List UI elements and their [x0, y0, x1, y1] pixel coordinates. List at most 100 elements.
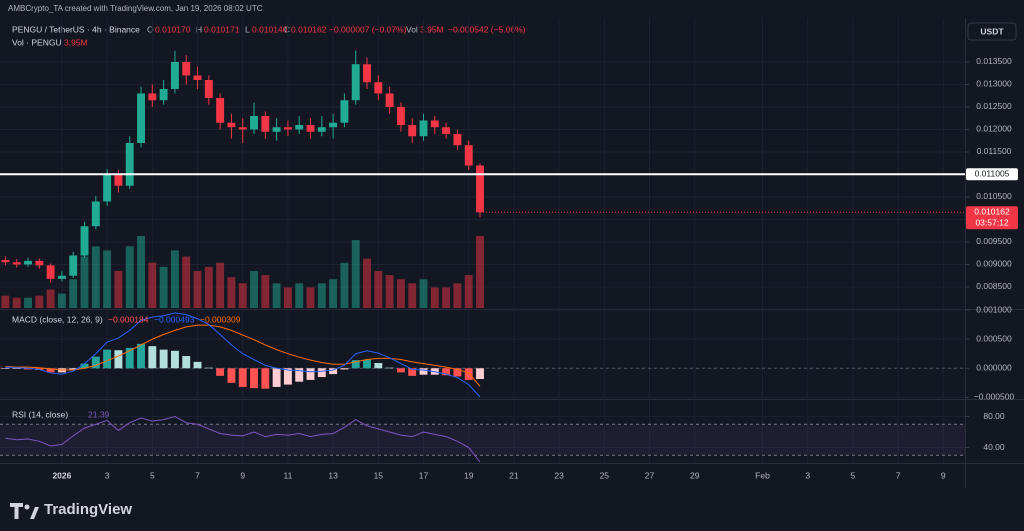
ohlc-value: 0.010140 [252, 24, 288, 34]
ohlc-key: O [147, 24, 154, 34]
histogram-bar [329, 368, 338, 375]
x-tick-label: 9 [941, 470, 946, 480]
y-tick-label: 80.00 [983, 411, 1005, 421]
histogram-bar [12, 368, 21, 369]
y-tick-label: 0.012000 [976, 124, 1012, 134]
histogram-bar [295, 368, 304, 382]
histogram-bar [148, 346, 157, 369]
candle-body [261, 115, 270, 132]
volume-bar [216, 262, 225, 308]
candle-body [442, 127, 451, 134]
volume-bar [125, 246, 134, 308]
volume-value: 3.95M [64, 37, 88, 47]
volume-bar [306, 287, 315, 308]
histogram-bar [340, 368, 349, 370]
rsi-line [5, 415, 481, 463]
y-tick-label: 0.013500 [976, 56, 1012, 66]
candle-body [103, 174, 112, 202]
histogram-bar [283, 368, 292, 385]
x-tick-label: 5 [150, 470, 155, 480]
histogram-bar [1, 368, 10, 369]
x-tick-label: 25 [600, 470, 610, 480]
histogram-bar [351, 360, 360, 369]
last-price-tag [966, 206, 1018, 230]
histogram-bar [408, 368, 417, 376]
logo-mark [30, 507, 39, 519]
candle-body [238, 127, 247, 130]
candle-body [295, 124, 304, 130]
candle-body [329, 122, 338, 128]
candle-body [193, 75, 202, 80]
candle-body [80, 226, 89, 256]
histogram-bar [125, 347, 134, 369]
x-tick-label: 19 [464, 470, 474, 480]
candle-body [408, 124, 417, 137]
volume-title: Vol · PENGU [12, 37, 62, 47]
volume-bar [12, 297, 21, 308]
y-tick-label: 40.00 [983, 442, 1005, 452]
logo-mark [10, 503, 23, 519]
x-tick-label: 9 [240, 470, 245, 480]
candle-body [272, 127, 281, 132]
y-tick-label: 0.008500 [976, 281, 1012, 291]
credit: AMBCrypto_TA created with TradingView.co… [8, 4, 263, 13]
histogram-bar [272, 368, 281, 387]
y-tick-label: 0.001000 [976, 304, 1012, 314]
candle-body [125, 142, 134, 186]
x-tick-label: 2026 [52, 470, 71, 480]
histogram-bar [396, 368, 405, 373]
candle-body [216, 97, 225, 123]
candle-body [204, 79, 213, 98]
histogram-bar [442, 368, 451, 376]
histogram-bar [24, 368, 32, 370]
pane-value: −0.000309 [200, 314, 241, 324]
candle-body [148, 93, 157, 101]
volume-bar [396, 279, 405, 308]
histogram-bar [227, 368, 236, 383]
currency-label[interactable]: USDT [980, 26, 1004, 36]
brand-logo [10, 503, 39, 519]
candle-body [170, 61, 179, 89]
histogram-bar [317, 368, 326, 378]
histogram-bar [170, 350, 179, 369]
histogram-bar [69, 368, 78, 370]
currency-button[interactable] [967, 22, 1017, 41]
ohlc-key: C [284, 24, 290, 34]
candle-body [182, 61, 191, 76]
volume-bar [159, 266, 168, 308]
volume-bar [295, 283, 304, 308]
x-tick-label: 23 [554, 470, 564, 480]
volume-bar [148, 262, 157, 308]
symbol: PENGU / TetherUS · 4h · Binance [12, 24, 140, 34]
candle-body [1, 259, 10, 263]
footer-bar [0, 488, 1024, 531]
candle-body [476, 165, 484, 213]
histogram-bar [464, 368, 473, 380]
histogram-bar [46, 368, 55, 373]
histogram-bar [306, 368, 315, 380]
candle-body [351, 64, 360, 101]
histogram-bar [137, 343, 145, 369]
volume-bar [453, 283, 462, 308]
volume-bar [80, 256, 89, 308]
ohlc-key: L [245, 24, 250, 34]
volume-bar [238, 283, 247, 308]
brand: TradingView [44, 501, 132, 518]
level-label: 0.011005 [975, 169, 1010, 179]
countdown: 03:57:12 [975, 217, 1008, 227]
volume-bar [137, 236, 145, 308]
y-tick-label: 0.009000 [976, 259, 1012, 269]
rsi-band [0, 424, 965, 456]
candle-body [114, 174, 123, 186]
histogram-bar [114, 350, 123, 369]
volume-bar [408, 283, 417, 308]
candle-body [453, 133, 462, 146]
candle-body [340, 100, 349, 123]
y-tick-label: −0.000500 [974, 392, 1015, 402]
y-tick-label: 0.010500 [976, 191, 1012, 201]
volume-bar [476, 236, 484, 308]
x-tick-label: 11 [284, 470, 293, 480]
candle-body [69, 255, 78, 276]
y-tick-label: 0.000000 [976, 363, 1012, 373]
